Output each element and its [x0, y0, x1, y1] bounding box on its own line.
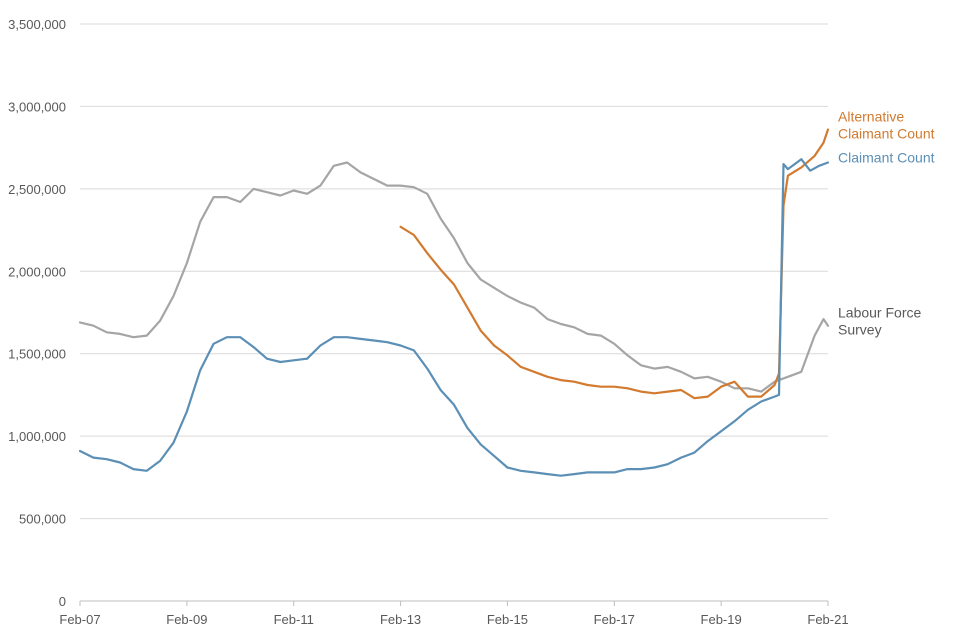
series-label-line: Alternative: [838, 109, 904, 125]
y-tick-label: 2,000,000: [8, 264, 66, 279]
series-label-line: Claimant Count: [838, 149, 935, 165]
x-tick-label: Feb-17: [594, 612, 635, 627]
series-label-line: Claimant Count: [838, 126, 935, 142]
series-label-line: Survey: [838, 322, 882, 338]
y-tick-label: 3,000,000: [8, 99, 66, 114]
y-tick-label: 1,000,000: [8, 429, 66, 444]
gridlines: [80, 23, 828, 520]
series-line: [78, 158, 830, 477]
x-tick-label: Feb-09: [166, 612, 207, 627]
y-tick-label: 3,500,000: [8, 17, 66, 32]
y-tick-label: 500,000: [19, 512, 66, 527]
y-tick-label: 1,500,000: [8, 347, 66, 362]
y-tick-label: 2,500,000: [8, 182, 66, 197]
series-label: Claimant Count: [838, 149, 935, 165]
series-lines: [78, 128, 830, 477]
x-tick-label: Feb-19: [701, 612, 742, 627]
x-tick-label: Feb-13: [380, 612, 421, 627]
series-label-line: Labour Force: [838, 305, 921, 321]
series-label: Alternative Claimant Count: [838, 109, 935, 142]
y-tick-label: 0: [59, 594, 66, 609]
x-tick-label: Feb-15: [487, 612, 528, 627]
series-line: [78, 161, 830, 393]
x-tick-label: Feb-07: [59, 612, 100, 627]
y-axis-tick-labels: 0 500,000 1,000,000 1,500,000 2,000,000 2,500…: [8, 17, 66, 609]
x-tick-label: Feb-21: [807, 612, 848, 627]
series-label: Labour Force Survey: [838, 305, 921, 338]
x-tick-label: Feb-11: [274, 612, 314, 627]
series-line: [399, 128, 830, 400]
x-axis: Feb-07 Feb-09 Feb-11 Feb-13 Feb-15 Feb-17 Feb-…: [59, 600, 849, 627]
